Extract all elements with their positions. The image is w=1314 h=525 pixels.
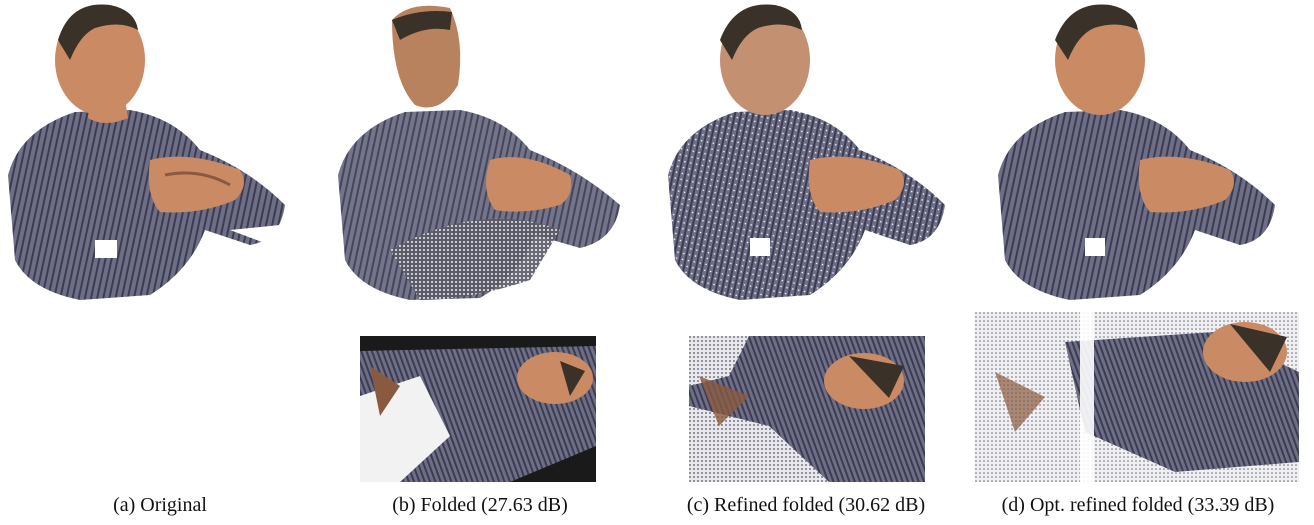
panel-c [660, 0, 960, 310]
panel-a [0, 0, 300, 310]
folded-texture-d [975, 312, 1299, 482]
folded-texture-b [360, 336, 596, 482]
point-cloud-original [8, 4, 285, 300]
caption-d: (d) Opt. refined folded (33.39 dB) [1001, 494, 1275, 516]
point-cloud-opt-refined-folded [998, 4, 1275, 300]
point-cloud-folded [338, 5, 620, 300]
panel-b [330, 0, 630, 310]
folded-texture-c [689, 336, 925, 482]
point-cloud-refined-folded [668, 4, 945, 300]
caption-b: (b) Folded (27.63 dB) [392, 494, 568, 516]
panel-d [990, 0, 1290, 310]
caption-a: (a) Original [113, 494, 207, 516]
caption-c: (c) Refined folded (30.62 dB) [686, 494, 926, 516]
